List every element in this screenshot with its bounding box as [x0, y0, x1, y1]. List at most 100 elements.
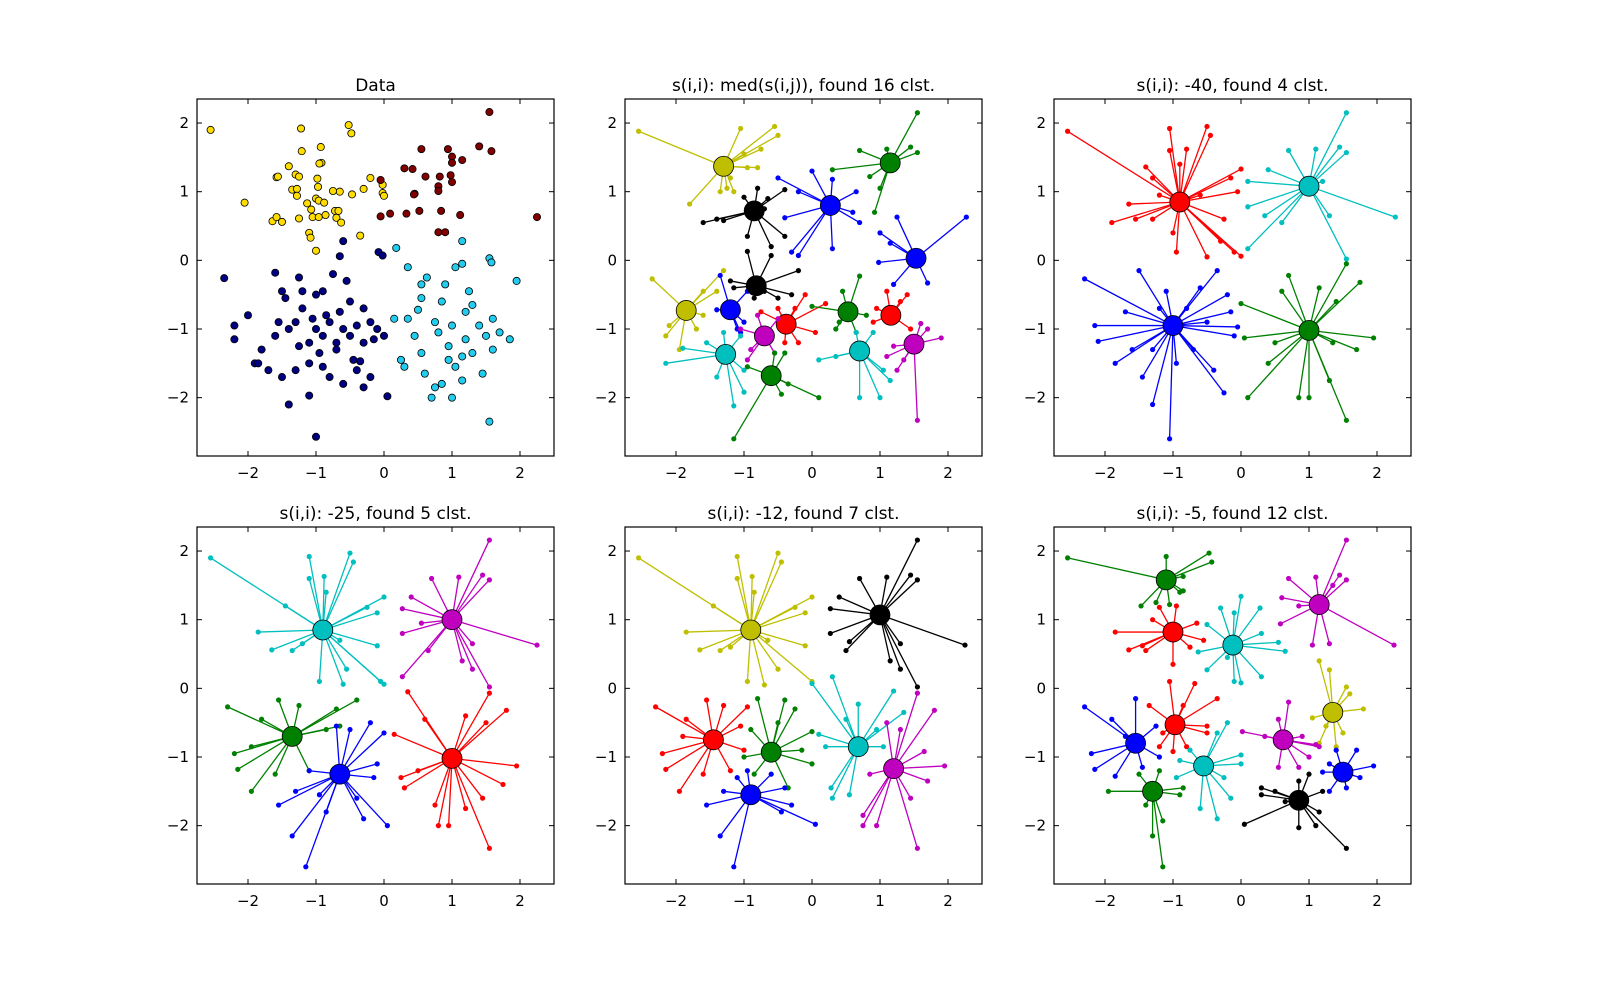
member-point [717, 272, 723, 279]
cluster-7 [727, 248, 802, 301]
y-tick-label: 0 [179, 251, 189, 269]
cluster-link [322, 552, 351, 631]
data-point [390, 314, 399, 323]
plot-content [1065, 537, 1397, 870]
member-point [1262, 213, 1268, 219]
member-point [795, 268, 802, 274]
member-point [908, 144, 914, 150]
y-tick-label: −1 [595, 320, 617, 338]
member-point [1122, 733, 1128, 739]
member-point [1231, 333, 1237, 339]
data-point [254, 359, 263, 368]
member-point [914, 149, 921, 156]
member-point [1275, 716, 1281, 722]
member-point [354, 795, 360, 801]
member-point [914, 577, 921, 583]
member-point [700, 312, 706, 318]
member-point [1088, 750, 1094, 757]
member-point [1133, 696, 1139, 702]
cluster-0 [208, 550, 387, 687]
data-point [305, 391, 314, 400]
member-point [469, 666, 475, 672]
member-point [908, 326, 914, 332]
cluster-3 [829, 110, 921, 215]
plot-area [1054, 99, 1411, 456]
y-tick-label: −1 [167, 748, 189, 766]
member-point [1354, 346, 1360, 353]
data-point [434, 328, 443, 337]
member-point [775, 666, 781, 672]
member-point [887, 240, 893, 246]
member-point [1160, 730, 1166, 736]
member-point [863, 312, 870, 318]
data-point [359, 184, 368, 193]
member-point [486, 684, 492, 690]
member-point [921, 748, 927, 755]
x-tick-label: 2 [515, 464, 525, 482]
member-point [1206, 550, 1212, 556]
member-point [1173, 774, 1179, 781]
member-point [486, 577, 492, 583]
data-point [264, 366, 273, 375]
member-point [809, 168, 815, 174]
member-point [323, 726, 329, 733]
data-point [230, 321, 239, 330]
cluster-link [1308, 185, 1396, 218]
data-point [392, 243, 401, 252]
member-point [480, 795, 486, 801]
member-point [347, 726, 353, 733]
member-point [768, 771, 774, 777]
member-point [870, 319, 876, 325]
cluster-link [750, 794, 816, 825]
cluster-link [451, 539, 490, 620]
cluster-link [1179, 135, 1211, 203]
member-point [1228, 795, 1234, 801]
member-point [384, 823, 390, 829]
member-point [867, 771, 873, 777]
data-point [298, 287, 307, 296]
cluster-link [879, 539, 918, 616]
x-tick-label: −1 [733, 464, 755, 482]
data-point [417, 145, 426, 154]
y-tick-label: −2 [1024, 389, 1046, 407]
data-point [294, 342, 303, 351]
member-point [1204, 123, 1210, 130]
plot-area [1054, 527, 1411, 884]
data-point [475, 321, 484, 330]
data-point [410, 331, 419, 340]
member-point [828, 785, 834, 791]
cluster-8 [758, 292, 829, 346]
member-point [962, 642, 968, 648]
member-point [827, 630, 833, 637]
member-point [1326, 377, 1332, 384]
member-point [1209, 559, 1215, 565]
member-point [1231, 249, 1237, 255]
member-point [1192, 680, 1198, 687]
data-point [451, 263, 460, 272]
member-point [296, 702, 302, 709]
member-point [782, 187, 788, 193]
member-point [1235, 324, 1241, 330]
data-point [413, 305, 422, 314]
cluster-center [441, 609, 463, 631]
data-point [284, 162, 293, 171]
cluster-center [1155, 569, 1177, 591]
member-point [367, 720, 373, 726]
data-point [292, 184, 301, 193]
member-point [208, 555, 214, 561]
member-point [731, 285, 737, 291]
axes-frame [1053, 526, 1412, 885]
member-point [751, 771, 757, 777]
member-point [714, 307, 720, 313]
member-point [775, 316, 781, 322]
member-point [1343, 417, 1349, 423]
data-point [396, 355, 405, 364]
member-point [802, 292, 808, 298]
member-point [374, 610, 380, 616]
member-point [963, 214, 969, 220]
member-point [659, 750, 666, 757]
member-point [1122, 309, 1128, 315]
member-point [666, 322, 672, 329]
cluster-link [892, 692, 919, 769]
data-point [281, 294, 290, 303]
